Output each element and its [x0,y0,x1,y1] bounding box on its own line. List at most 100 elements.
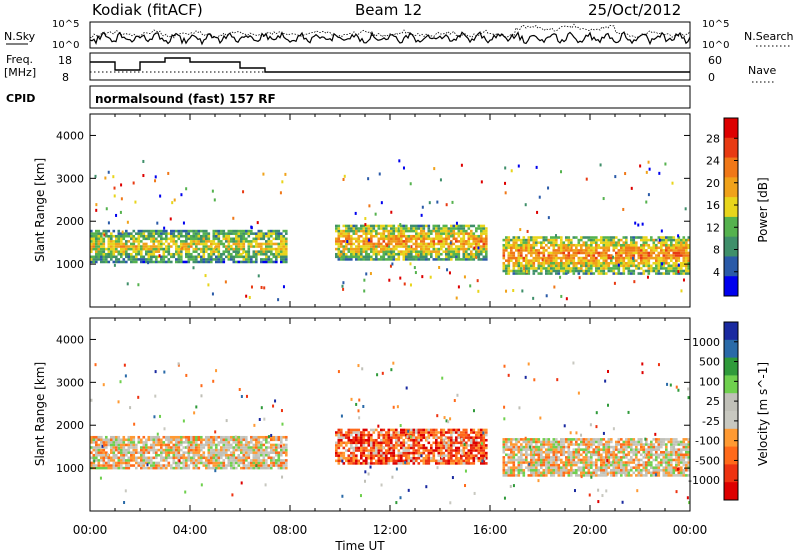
velocity-echo-cell [595,448,598,451]
power-echo-cell [520,257,523,260]
velocity-echo-cell [440,444,443,447]
power-echo-cell [620,247,623,250]
power-echo-cell [675,272,678,275]
velocity-echo-cell [458,462,461,465]
velocity-echo-cell [107,453,109,456]
power-echo-cell [160,235,163,238]
velocity-echo-cell [345,449,348,452]
power-echo-cell [630,244,633,247]
velocity-echo-cell [118,451,121,454]
power-echo-cell [248,243,251,246]
velocity-echo-cell [198,454,201,457]
velocity-echo-cell [563,472,566,475]
velocity-echo-cell [138,439,141,442]
power-echo-cell [180,230,183,233]
power-echo-cell [230,258,233,261]
power-echo-cell [464,275,466,278]
power-echo-cell [137,283,139,286]
power-echo-cell [280,238,283,241]
power-echo-cell [350,230,353,233]
power-echo-cell [395,238,398,241]
velocity-echo-cell [373,429,376,432]
power-echo-cell [343,248,346,251]
power-echo-cell [190,245,193,248]
power-echo-cell [103,261,106,264]
power-echo-cell [365,227,368,230]
power-echo-cell [240,253,243,256]
power-echo-cell [188,238,191,241]
velocity-echo-cell [213,449,216,452]
power-echo-cell [633,270,636,273]
power-echo-cell [171,201,173,204]
power-echo-cell [422,206,424,209]
power-echo-cell [148,253,151,256]
power-echo-cell [643,270,646,273]
power-echo-cell [360,225,363,228]
power-echo-cell [155,230,158,233]
velocity-echo-cell [270,464,273,467]
power-echo-cell [623,272,626,275]
velocity-echo-cell [465,447,468,450]
power-echo-cell [285,230,288,233]
power-echo-cell [110,235,113,238]
power-echo-cell [618,257,621,260]
velocity-echo-cell [565,472,568,475]
velocity-echo-cell [528,454,531,457]
power-echo-cell [565,244,568,247]
power-echo-cell [463,235,466,238]
power-echo-cell [643,241,646,244]
power-echo-cell [465,250,468,253]
power-echo-cell [543,249,546,252]
velocity-echo-cell [165,464,168,467]
power-echo-cell [280,191,282,194]
velocity-echo-cell [205,467,208,470]
power-echo-cell [612,256,614,259]
velocity-echo-cell [433,460,436,463]
power-echo-cell [485,258,488,261]
velocity-echo-cell [110,467,113,470]
velocity-echo-cell [115,464,118,467]
velocity-echo-cell [360,442,363,445]
power-echo-cell [450,230,453,233]
velocity-echo-cell [190,441,193,444]
velocity-echo-cell [148,459,151,462]
velocity-echo-cell [405,449,408,452]
velocity-echo-cell [380,452,383,455]
power-echo-cell [583,262,586,265]
power-echo-cell [543,267,546,270]
velocity-echo-cell [600,459,603,462]
velocity-echo-cell [397,405,399,408]
velocity-echo-cell [468,439,471,442]
power-echo-cell [650,257,653,260]
power-echo-cell [260,245,263,248]
velocity-echo-cell [186,446,188,449]
power-echo-cell [658,241,661,244]
velocity-echo-cell [105,436,108,439]
velocity-echo-cell [568,464,571,467]
power-echo-cell [553,267,556,270]
power-echo-cell [285,245,288,248]
power-echo-cell [665,259,668,262]
velocity-echo-cell [338,370,340,373]
power-echo-cell [475,230,478,233]
power-echo-cell [658,247,661,250]
velocity-echo-cell [528,438,531,441]
velocity-echo-cell [563,438,566,441]
velocity-echo-cell [110,446,113,449]
power-echo-cell [649,168,651,171]
velocity-echo-cell [363,447,366,450]
power-echo-cell [535,267,538,270]
power-echo-cell [480,232,483,235]
power-echo-cell [438,243,441,246]
power-echo-cell [390,225,393,228]
velocity-echo-cell [353,460,356,463]
power-echo-cell [410,245,412,248]
power-echo-cell [350,235,353,238]
power-echo-cell [163,248,166,251]
velocity-echo-cell [243,444,246,447]
power-echo-cell [183,261,186,264]
power-echo-cell [342,288,344,291]
power-echo-cell [513,267,516,270]
power-echo-cell [245,240,248,243]
velocity-echo-cell [560,438,563,441]
